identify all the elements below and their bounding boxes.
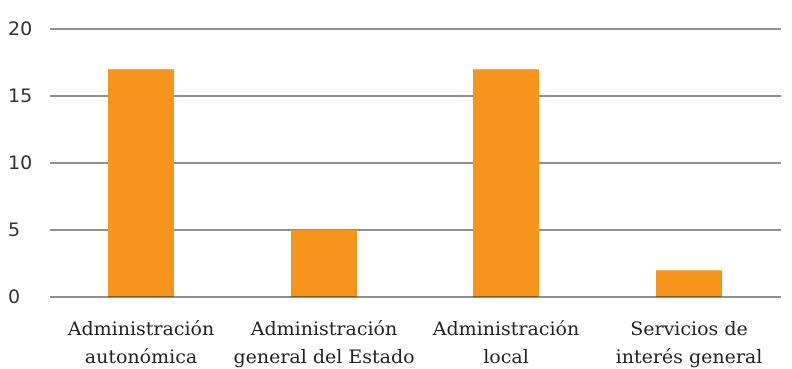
x-axis-categories: Administración autonómica Administración ge…: [67, 318, 763, 368]
x-category-label: Servicios de interés general: [616, 318, 763, 368]
x-category-label-line: Administración: [432, 318, 579, 340]
x-category-label-line: autonómica: [85, 346, 197, 368]
bars: [50, 69, 781, 298]
bar: [108, 69, 174, 297]
y-tick-label: 20: [8, 18, 32, 40]
x-category-label-line: Administración: [250, 318, 397, 340]
x-category-label-line: Administración: [67, 318, 214, 340]
y-tick-label: 10: [8, 152, 32, 174]
x-category-label-line: interés general: [616, 346, 763, 368]
x-category-label: Administración autonómica: [67, 318, 214, 368]
x-category-label-line: Servicios de: [630, 318, 748, 340]
bar: [291, 230, 357, 297]
x-category-label-line: general del Estado: [233, 346, 414, 368]
y-axis-ticks: 0 5 10 15 20: [8, 18, 32, 308]
x-category-label: Administración local: [432, 318, 579, 368]
bar: [656, 270, 722, 297]
y-tick-label: 0: [8, 286, 20, 308]
y-tick-label: 15: [8, 85, 32, 107]
x-category-label-line: local: [483, 346, 529, 368]
bar: [473, 69, 539, 297]
y-tick-label: 5: [8, 219, 20, 241]
x-category-label: Administración general del Estado: [233, 318, 414, 368]
